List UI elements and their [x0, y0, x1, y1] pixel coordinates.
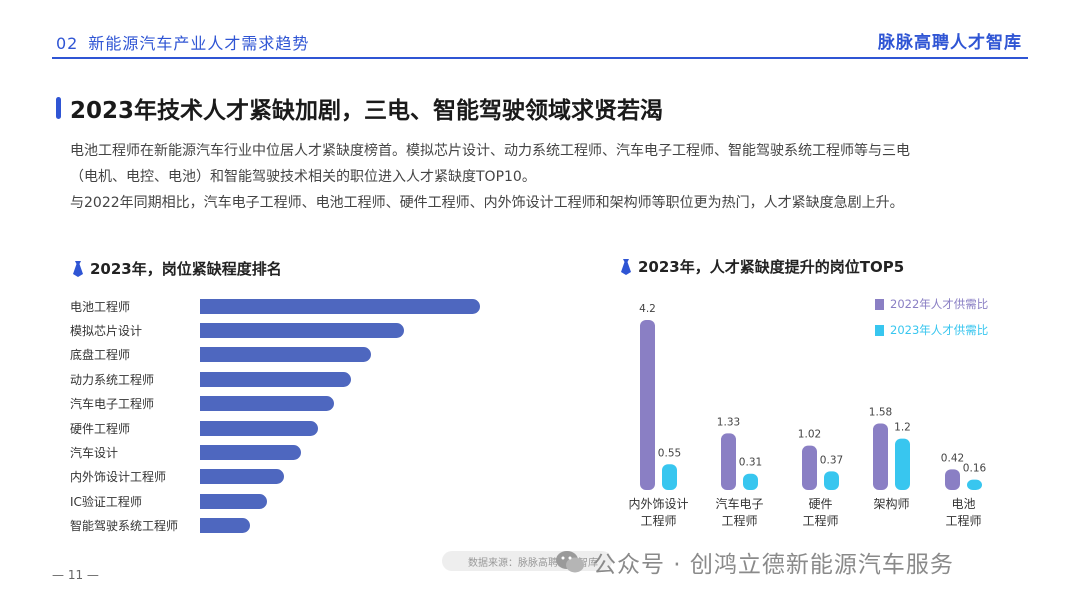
legend-label: 2022年人才供需比: [890, 297, 988, 311]
category-label: 硬件: [808, 497, 832, 511]
ranking-row: 内外饰设计工程师: [70, 468, 490, 486]
page-title: 2023年技术人才紧缺加剧，三电、智能驾驶领域求贤若渴: [70, 98, 664, 124]
header-divider: [52, 57, 1028, 59]
bar-value-label: 0.31: [739, 457, 762, 469]
tie-icon: [621, 258, 631, 275]
bar-2022: [640, 320, 655, 490]
ranking-label: 智能驾驶系统工程师: [70, 519, 179, 534]
ranking-label: 电池工程师: [70, 299, 131, 314]
ranking-bar: [200, 371, 352, 387]
ranking-bar: [200, 347, 371, 363]
bar-2023: [743, 473, 758, 490]
category-label: 工程师: [802, 513, 838, 528]
bar-value-label: 0.42: [941, 452, 964, 464]
bar-value-label: 0.37: [820, 454, 843, 466]
ranking-bar: [200, 298, 480, 314]
category-label: 工程师: [945, 513, 981, 528]
category-label: 工程师: [640, 513, 676, 528]
ranking-row: 模拟芯片设计: [70, 321, 490, 339]
ranking-bar: [200, 322, 405, 338]
section-header: 02 新能源汽车产业人才需求趋势: [56, 30, 309, 54]
bar-2023: [824, 471, 839, 490]
ranking-row: 电池工程师: [70, 297, 490, 315]
section-number: 02: [56, 34, 79, 53]
section-title: 新能源汽车产业人才需求趋势: [88, 34, 310, 53]
ranking-row: 汽车设计: [70, 443, 490, 461]
bar-2023: [662, 464, 677, 490]
ranking-label: 内外饰设计工程师: [70, 470, 167, 485]
bar-2023: [967, 479, 982, 490]
description-line: 电池工程师在新能源汽车行业中位居人才紧缺度榜首。模拟芯片设计、动力系统工程师、汽…: [70, 143, 910, 159]
ranking-row: IC验证工程师: [70, 492, 490, 510]
wechat-icon: [556, 551, 584, 573]
ranking-label: 动力系统工程师: [70, 372, 155, 387]
ranking-bar: [200, 420, 318, 436]
ranking-row: 智能驾驶系统工程师: [70, 517, 490, 535]
category-label: 架构师: [873, 496, 909, 511]
ranking-row: 动力系统工程师: [70, 370, 490, 388]
watermark-text: 公众号 · 创鸿立德新能源汽车服务: [593, 552, 954, 578]
top5-bar-chart: 4.2 0.55 内外饰设计工程师 1.33 0.31 汽车电子工程师 1.02 0.37 硬件…: [628, 297, 988, 528]
ranking-bar: [200, 396, 335, 412]
ranking-label: 汽车电子工程师: [70, 397, 155, 412]
bar-value-label: 1.58: [869, 407, 892, 419]
ranking-label: 模拟芯片设计: [70, 323, 143, 338]
bar-2022: [945, 469, 960, 490]
ranking-bar: [200, 469, 284, 485]
description-line: 与2022年同期相比，汽车电子工程师、电池工程师、硬件工程师、内外饰设计工程师和…: [70, 195, 904, 211]
category-label: 汽车电子: [715, 496, 763, 511]
tie-icon: [73, 260, 83, 277]
ranking-label: 底盘工程师: [70, 348, 131, 363]
ranking-label: 硬件工程师: [70, 421, 131, 436]
brand-name: 脉脉高聘人才智库: [878, 33, 1022, 53]
bar-value-label: 0.16: [963, 463, 987, 475]
description: 电池工程师在新能源汽车行业中位居人才紧缺度榜首。模拟芯片设计、动力系统工程师、汽…: [70, 138, 1030, 216]
page-number: — 11 —: [52, 568, 99, 582]
ranking-row: 底盘工程师: [70, 346, 490, 364]
ranking-row: 汽车电子工程师: [70, 395, 490, 413]
bar-2022: [873, 423, 888, 490]
ranking-label: IC验证工程师: [70, 494, 142, 509]
ranking-bar: [200, 493, 268, 509]
category-label: 电池: [951, 497, 975, 511]
ranking-label: 汽车设计: [70, 445, 119, 460]
watermark: 公众号 · 创鸿立德新能源汽车服务: [555, 545, 954, 579]
bar-value-label: 0.55: [658, 447, 681, 459]
legend-swatch: [875, 299, 884, 310]
bar-value-label: 4.2: [639, 303, 656, 315]
bar-2022: [802, 445, 817, 490]
legend-swatch: [875, 325, 884, 336]
description-line: （电机、电控、电池）和智能驾驶技术相关的职位进入人才紧缺度TOP10。: [70, 169, 536, 185]
bar-value-label: 1.33: [717, 416, 740, 428]
category-label: 工程师: [721, 513, 757, 528]
right-chart-title: 2023年，人才紧缺度提升的岗位TOP5: [620, 256, 904, 277]
left-chart-title-text: 2023年，岗位紧缺程度排名: [90, 260, 282, 278]
legend-label: 2023年人才供需比: [890, 323, 988, 337]
bar-2022: [721, 433, 736, 490]
left-chart-title: 2023年，岗位紧缺程度排名: [72, 258, 282, 279]
right-chart-title-text: 2023年，人才紧缺度提升的岗位TOP5: [638, 258, 905, 276]
bar-2023: [895, 438, 910, 490]
title-accent-bar: [56, 97, 61, 119]
bar-value-label: 1.2: [894, 422, 911, 434]
ranking-bar: [200, 518, 251, 534]
bar-value-label: 1.02: [798, 429, 821, 441]
ranking-row: 硬件工程师: [70, 419, 490, 437]
ranking-bar: [200, 444, 301, 460]
category-label: 内外饰设计: [628, 497, 688, 511]
